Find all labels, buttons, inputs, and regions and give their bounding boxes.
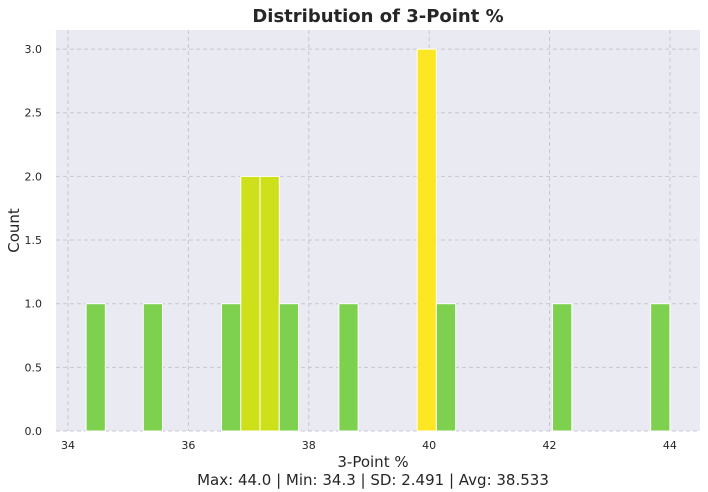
stats-summary: Max: 44.0 | Min: 34.3 | SD: 2.491 | Avg:…	[197, 471, 549, 489]
x-tick-label: 40	[422, 439, 436, 452]
y-tick-label: 2.0	[25, 170, 43, 183]
histogram-bar	[240, 175, 261, 432]
y-tick-label: 3.0	[25, 43, 43, 56]
x-tick-label: 42	[543, 439, 557, 452]
x-tick-label: 34	[61, 439, 75, 452]
histogram-bar	[259, 175, 280, 432]
y-tick-label: 1.0	[25, 298, 43, 311]
histogram-bar	[435, 303, 457, 432]
histogram-bar	[142, 303, 164, 432]
y-tick-label: 0.5	[25, 361, 43, 374]
x-tick-label: 38	[302, 439, 316, 452]
histogram-bar	[338, 303, 359, 432]
plot-area	[56, 30, 700, 431]
bars	[85, 48, 671, 432]
y-tick-labels: 0.0 0.5 1.0 1.5 2.0 2.5 3.0	[25, 43, 43, 438]
x-axis-label: 3-Point %	[337, 453, 408, 471]
histogram-bar	[416, 48, 437, 432]
histogram-bar	[221, 303, 242, 432]
histogram-bar	[650, 303, 671, 432]
y-tick-label: 1.5	[25, 234, 43, 247]
y-tick-label: 0.0	[25, 425, 43, 438]
histogram-bar	[552, 303, 573, 432]
histogram-bar	[85, 303, 106, 432]
chart-title: Distribution of 3-Point %	[252, 6, 503, 27]
y-axis-label: Count	[5, 208, 23, 253]
x-tick-labels: 34 36 38 40 42 44	[61, 439, 677, 452]
x-tick-label: 36	[181, 439, 195, 452]
x-tick-label: 44	[663, 439, 677, 452]
y-tick-label: 2.5	[25, 107, 43, 120]
histogram-bar	[278, 303, 300, 432]
